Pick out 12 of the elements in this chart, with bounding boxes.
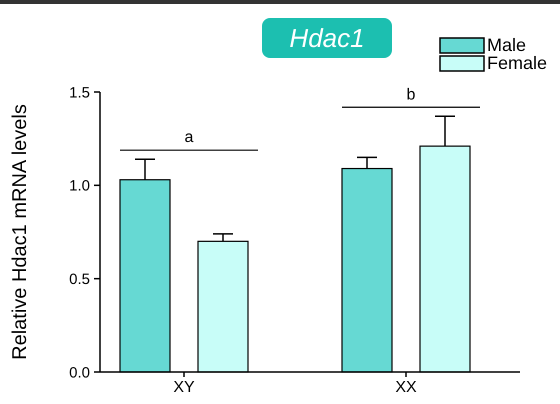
annotation: a [184,129,194,146]
y-tick-label: 0.0 [69,364,90,382]
x-tick-label: XX [395,379,417,396]
annotation: b [406,86,416,104]
legend-label: Female [487,53,548,73]
x-tick-label: XY [173,379,195,396]
y-tick-label: 0.5 [69,270,90,288]
y-tick-label: 1.0 [69,178,90,195]
y-tick-label: 1.5 [69,84,90,102]
legend-label: Male [487,35,526,55]
y-axis-title: Relative Hdac1 mRNA levels [9,104,31,360]
chart-title: Hdac1 [289,23,365,53]
